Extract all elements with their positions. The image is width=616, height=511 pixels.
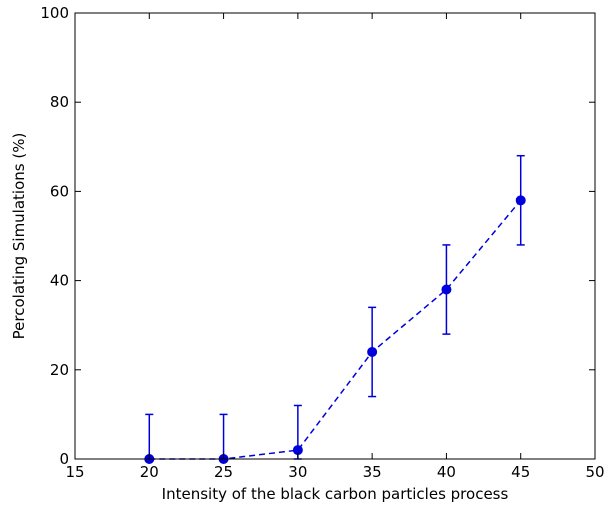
x-axis-ticks: 15 20 25 30 35 40 45 50: [65, 13, 605, 481]
x-tick-label: 45: [511, 463, 530, 481]
x-tick-label: 25: [214, 463, 233, 481]
x-axis-label: Intensity of the black carbon particles …: [162, 485, 509, 503]
data-point: [441, 284, 452, 295]
y-tick-label: 40: [50, 272, 69, 290]
x-tick-label: 40: [437, 463, 456, 481]
y-tick-label: 0: [59, 450, 69, 468]
x-tick-label: 20: [140, 463, 159, 481]
y-tick-label: 20: [50, 361, 69, 379]
plot-area: [75, 13, 595, 459]
y-tick-label: 80: [50, 93, 69, 111]
plot-frame: [74, 12, 596, 460]
y-tick-label: 100: [40, 4, 69, 22]
x-tick-label: 35: [363, 463, 382, 481]
data-point: [367, 346, 378, 357]
data-point: [515, 195, 526, 206]
x-tick-label: 50: [585, 463, 604, 481]
y-tick-label: 60: [50, 182, 69, 200]
x-tick-label: 30: [288, 463, 307, 481]
y-axis-ticks: 0 20 40 60 80 100: [40, 4, 595, 468]
y-axis-label: Percolating Simulations (%): [10, 133, 28, 340]
x-tick-label: 15: [65, 463, 84, 481]
